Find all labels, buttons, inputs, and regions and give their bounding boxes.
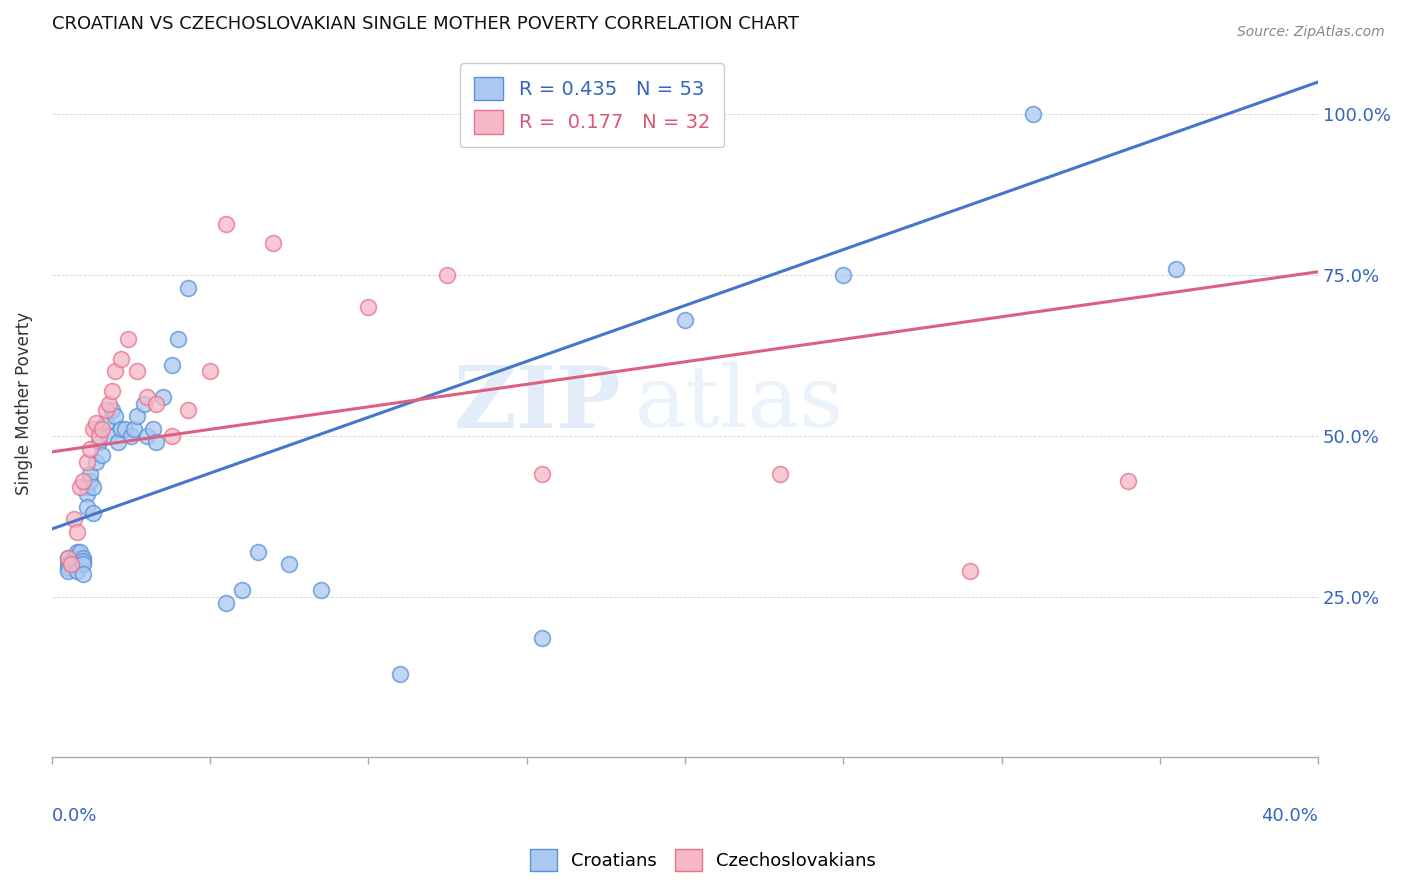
Point xyxy=(76,500,98,514)
Point xyxy=(436,268,458,282)
Point xyxy=(152,390,174,404)
Point xyxy=(76,486,98,500)
Point xyxy=(101,384,124,398)
Point xyxy=(66,544,89,558)
Point xyxy=(135,429,157,443)
Point xyxy=(72,567,94,582)
Point xyxy=(769,467,792,482)
Point xyxy=(357,300,380,314)
Point xyxy=(82,422,104,436)
Point xyxy=(246,544,269,558)
Text: 40.0%: 40.0% xyxy=(1261,807,1319,825)
Point xyxy=(69,544,91,558)
Point xyxy=(72,474,94,488)
Point xyxy=(104,409,127,424)
Point xyxy=(94,403,117,417)
Point xyxy=(84,416,107,430)
Point xyxy=(107,435,129,450)
Point xyxy=(110,422,132,436)
Point xyxy=(56,551,79,566)
Point xyxy=(84,454,107,468)
Point xyxy=(167,332,190,346)
Point xyxy=(56,564,79,578)
Point xyxy=(832,268,855,282)
Point xyxy=(127,409,149,424)
Point xyxy=(160,429,183,443)
Point xyxy=(110,351,132,366)
Point xyxy=(1164,261,1187,276)
Point xyxy=(177,281,200,295)
Point xyxy=(215,217,238,231)
Point xyxy=(91,422,114,436)
Point xyxy=(94,416,117,430)
Point xyxy=(56,560,79,574)
Point xyxy=(160,358,183,372)
Point xyxy=(145,435,167,450)
Point xyxy=(309,583,332,598)
Point xyxy=(63,554,86,568)
Point xyxy=(79,474,101,488)
Point xyxy=(72,554,94,568)
Y-axis label: Single Mother Poverty: Single Mother Poverty xyxy=(15,312,32,495)
Point xyxy=(82,480,104,494)
Point xyxy=(63,512,86,526)
Point xyxy=(104,364,127,378)
Point xyxy=(82,506,104,520)
Point xyxy=(97,396,120,410)
Text: ZIP: ZIP xyxy=(454,361,621,446)
Point xyxy=(127,364,149,378)
Point xyxy=(215,596,238,610)
Point xyxy=(117,332,139,346)
Point xyxy=(145,396,167,410)
Text: atlas: atlas xyxy=(634,362,844,445)
Text: 0.0%: 0.0% xyxy=(52,807,97,825)
Point xyxy=(1116,474,1139,488)
Point xyxy=(959,564,981,578)
Point xyxy=(120,429,142,443)
Point xyxy=(531,467,554,482)
Point xyxy=(388,666,411,681)
Point xyxy=(56,558,79,572)
Point xyxy=(97,429,120,443)
Point xyxy=(198,364,221,378)
Text: Source: ZipAtlas.com: Source: ZipAtlas.com xyxy=(1237,25,1385,39)
Point xyxy=(79,442,101,456)
Point xyxy=(69,480,91,494)
Point xyxy=(59,558,82,572)
Point xyxy=(66,525,89,540)
Point xyxy=(177,403,200,417)
Point xyxy=(278,558,301,572)
Point xyxy=(89,429,111,443)
Point xyxy=(91,448,114,462)
Point xyxy=(63,551,86,566)
Point xyxy=(135,390,157,404)
Point xyxy=(56,551,79,566)
Point xyxy=(66,564,89,578)
Point xyxy=(142,422,165,436)
Point xyxy=(89,422,111,436)
Point xyxy=(231,583,253,598)
Point xyxy=(1022,107,1045,121)
Legend: R = 0.435   N = 53, R =  0.177   N = 32: R = 0.435 N = 53, R = 0.177 N = 32 xyxy=(460,63,724,147)
Legend: Croatians, Czechoslovakians: Croatians, Czechoslovakians xyxy=(523,842,883,879)
Point xyxy=(262,235,284,250)
Point xyxy=(72,551,94,566)
Point xyxy=(101,403,124,417)
Point xyxy=(673,313,696,327)
Point xyxy=(72,558,94,572)
Point xyxy=(79,467,101,482)
Text: CROATIAN VS CZECHOSLOVAKIAN SINGLE MOTHER POVERTY CORRELATION CHART: CROATIAN VS CZECHOSLOVAKIAN SINGLE MOTHE… xyxy=(52,15,799,33)
Point xyxy=(531,632,554,646)
Point xyxy=(132,396,155,410)
Point xyxy=(76,480,98,494)
Point xyxy=(76,454,98,468)
Point xyxy=(122,422,145,436)
Point xyxy=(114,422,136,436)
Point xyxy=(89,435,111,450)
